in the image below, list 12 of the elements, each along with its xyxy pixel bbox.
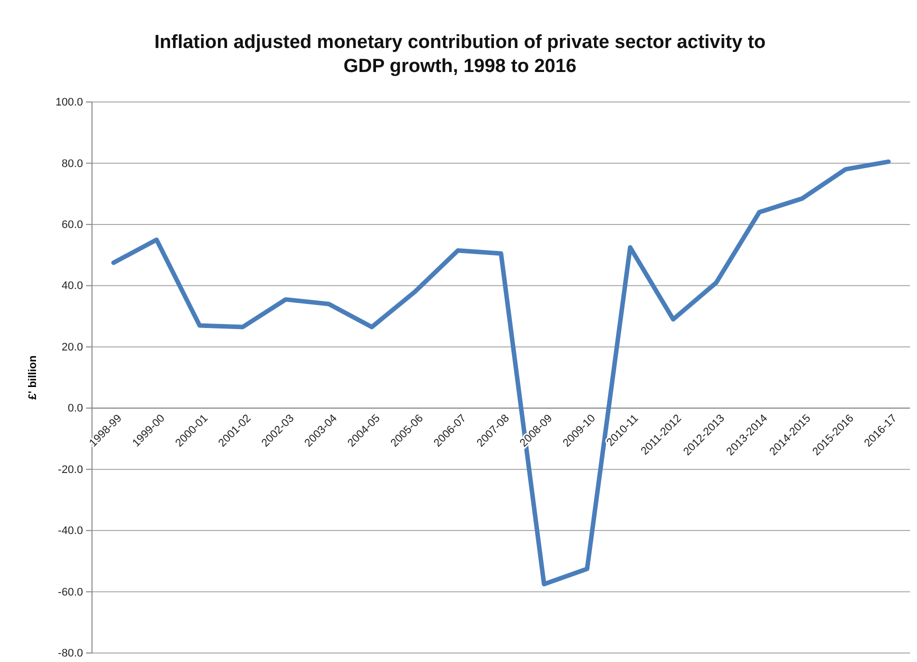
y-axis-title: £' billion [27,355,39,400]
y-tick-label: -80.0 [58,648,83,660]
y-tick-label: -40.0 [58,525,83,538]
y-tick-label: 80.0 [62,158,83,170]
y-tick-label: 100.0 [55,96,83,109]
y-tick-label: -60.0 [58,586,83,598]
y-tick-label: -20.0 [58,464,83,476]
chart-title: Inflation adjusted monetary contribution of private sector activity to GDP growth, 1998 to 2016 [154,32,766,77]
y-tick-label: 40.0 [62,280,83,292]
y-tick-label: 20.0 [62,341,83,354]
y-tick-label: 60.0 [62,218,83,231]
y-tick-label: 0.0 [68,402,83,415]
